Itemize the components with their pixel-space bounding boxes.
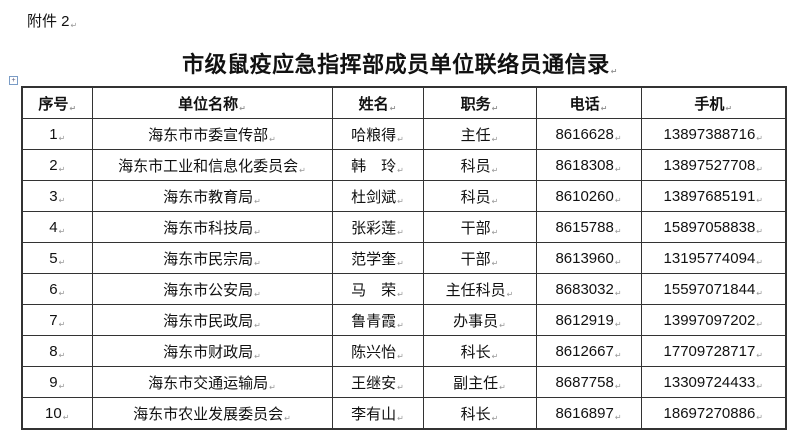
cell-name: 马 荣 xyxy=(331,273,424,305)
cell-mobile: 13897527708 xyxy=(640,149,787,181)
table-header-row: 序号 单位名称 姓名 职务 电话 手机 xyxy=(21,86,787,119)
table-row: 4海东市科技局张彩莲干部861578815897058838 xyxy=(21,211,787,243)
cell-index: 7 xyxy=(21,304,93,336)
cell-position: 干部 xyxy=(422,242,537,274)
cell-unit: 海东市科技局 xyxy=(91,211,333,243)
cell-phone: 8610260 xyxy=(535,180,642,212)
cell-mobile: 15597071844 xyxy=(640,273,787,305)
cell-index: 9 xyxy=(21,366,93,398)
header-unit: 单位名称 xyxy=(91,86,333,119)
table-row: 1海东市市委宣传部哈粮得主任861662813897388716 xyxy=(21,118,787,150)
table-row: 5海东市民宗局范学奎干部861396013195774094 xyxy=(21,242,787,274)
table-row: 10海东市农业发展委员会李有山科长861689718697270886 xyxy=(21,397,787,430)
cell-unit: 海东市公安局 xyxy=(91,273,333,305)
cell-unit: 海东市民政局 xyxy=(91,304,333,336)
cell-name: 韩 玲 xyxy=(331,149,424,181)
cell-name: 陈兴怡 xyxy=(331,335,424,367)
cell-position: 主任科员 xyxy=(422,273,537,305)
table-row: 8海东市财政局陈兴怡科长861266717709728717 xyxy=(21,335,787,367)
cell-mobile: 13997097202 xyxy=(640,304,787,336)
cell-name: 王继安 xyxy=(331,366,424,398)
cell-mobile: 13195774094 xyxy=(640,242,787,274)
cell-position: 科长 xyxy=(422,335,537,367)
cell-position: 副主任 xyxy=(422,366,537,398)
cell-unit: 海东市教育局 xyxy=(91,180,333,212)
cell-phone: 8613960 xyxy=(535,242,642,274)
cell-position: 科长 xyxy=(422,397,537,430)
cell-position: 办事员 xyxy=(422,304,537,336)
attachment-label: 附件 2 xyxy=(27,10,77,31)
cell-name: 李有山 xyxy=(331,397,424,430)
cell-position: 科员 xyxy=(422,149,537,181)
cell-phone: 8612919 xyxy=(535,304,642,336)
cell-name: 张彩莲 xyxy=(331,211,424,243)
cell-phone: 8687758 xyxy=(535,366,642,398)
cell-mobile: 13897388716 xyxy=(640,118,787,150)
table-row: 6海东市公安局马 荣主任科员868303215597071844 xyxy=(21,273,787,305)
cell-phone: 8615788 xyxy=(535,211,642,243)
cell-mobile: 18697270886 xyxy=(640,397,787,430)
cell-index: 2 xyxy=(21,149,93,181)
table-move-handle-icon[interactable]: + xyxy=(9,76,18,85)
table-row: 7海东市民政局鲁青霞办事员861291913997097202 xyxy=(21,304,787,336)
cell-unit: 海东市民宗局 xyxy=(91,242,333,274)
table-row: 2海东市工业和信息化委员会韩 玲科员861830813897527708 xyxy=(21,149,787,181)
cell-index: 3 xyxy=(21,180,93,212)
cell-index: 6 xyxy=(21,273,93,305)
cell-mobile: 15897058838 xyxy=(640,211,787,243)
header-index: 序号 xyxy=(21,86,93,119)
cell-name: 杜剑斌 xyxy=(331,180,424,212)
cell-mobile: 13309724433 xyxy=(640,366,787,398)
cell-position: 科员 xyxy=(422,180,537,212)
document-title: 市级鼠疫应急指挥部成员单位联络员通信录 xyxy=(0,47,800,79)
cell-name: 范学奎 xyxy=(331,242,424,274)
contact-table: 序号 单位名称 姓名 职务 电话 手机 1海东市市委宣传部哈粮得主任861662… xyxy=(21,86,787,430)
cell-index: 4 xyxy=(21,211,93,243)
cell-mobile: 13897685191 xyxy=(640,180,787,212)
cell-phone: 8616897 xyxy=(535,397,642,430)
cell-phone: 8683032 xyxy=(535,273,642,305)
cell-unit: 海东市市委宣传部 xyxy=(91,118,333,150)
cell-position: 干部 xyxy=(422,211,537,243)
cell-unit: 海东市农业发展委员会 xyxy=(91,397,333,430)
cell-name: 哈粮得 xyxy=(331,118,424,150)
cell-name: 鲁青霞 xyxy=(331,304,424,336)
table-row: 9海东市交通运输局王继安副主任868775813309724433 xyxy=(21,366,787,398)
cell-unit: 海东市财政局 xyxy=(91,335,333,367)
table-row: 3海东市教育局杜剑斌科员861026013897685191 xyxy=(21,180,787,212)
cell-index: 10 xyxy=(21,397,93,430)
cell-unit: 海东市交通运输局 xyxy=(91,366,333,398)
cell-index: 8 xyxy=(21,335,93,367)
header-name: 姓名 xyxy=(331,86,424,119)
cell-unit: 海东市工业和信息化委员会 xyxy=(91,149,333,181)
cell-phone: 8612667 xyxy=(535,335,642,367)
cell-mobile: 17709728717 xyxy=(640,335,787,367)
header-mobile: 手机 xyxy=(640,86,787,119)
cell-index: 1 xyxy=(21,118,93,150)
header-position: 职务 xyxy=(422,86,537,119)
cell-position: 主任 xyxy=(422,118,537,150)
cell-phone: 8618308 xyxy=(535,149,642,181)
header-phone: 电话 xyxy=(535,86,642,119)
cell-index: 5 xyxy=(21,242,93,274)
cell-phone: 8616628 xyxy=(535,118,642,150)
